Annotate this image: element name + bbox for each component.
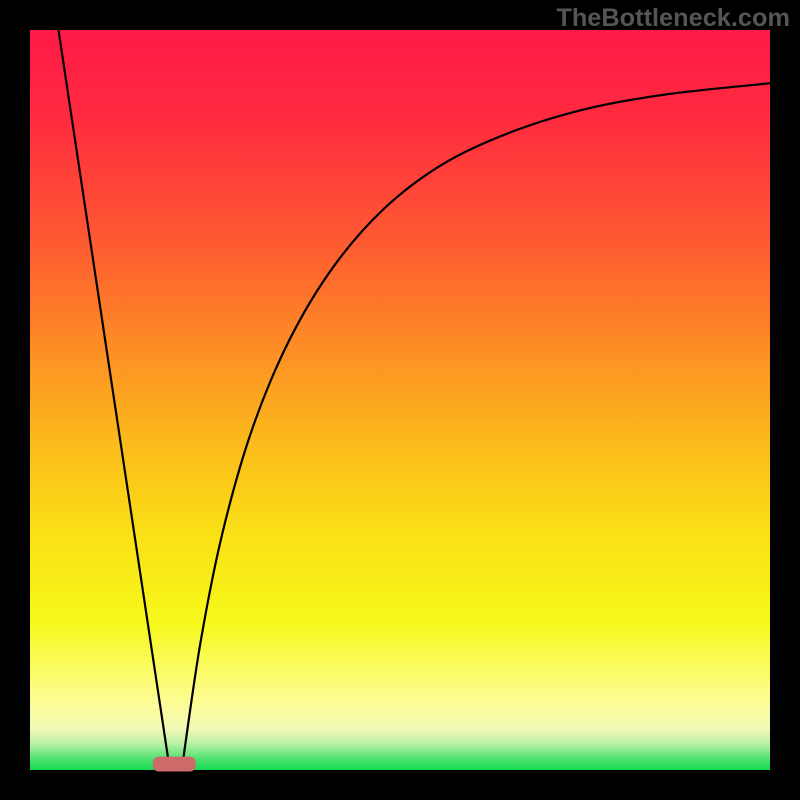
bottleneck-chart-svg xyxy=(0,0,800,800)
optimal-point-marker xyxy=(153,757,196,772)
chart-container: TheBottleneck.com xyxy=(0,0,800,800)
plot-gradient-background xyxy=(30,30,770,770)
watermark-text: TheBottleneck.com xyxy=(556,4,790,33)
